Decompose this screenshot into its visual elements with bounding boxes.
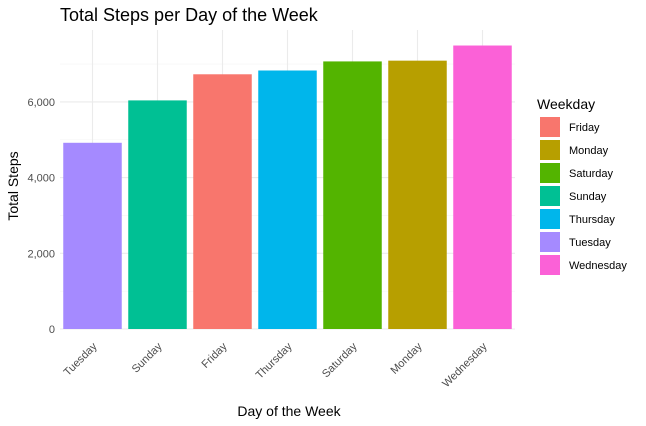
x-tick-label: Friday (200, 340, 230, 370)
legend-label: Thursday (569, 214, 615, 226)
chart-title: Total Steps per Day of the Week (60, 5, 319, 25)
legend-swatch-wednesday (540, 255, 560, 275)
legend-label: Tuesday (569, 237, 611, 249)
y-tick-label: 4,000 (27, 173, 55, 185)
legend-swatch-thursday (540, 209, 560, 229)
legend-label: Sunday (569, 191, 607, 203)
x-tick-label: Saturday (320, 340, 360, 380)
bar-friday (193, 74, 252, 329)
legend-swatch-sunday (540, 186, 560, 206)
x-axis-title: Day of the Week (237, 403, 341, 419)
legend-label: Friday (569, 122, 600, 134)
legend-swatch-tuesday (540, 232, 560, 252)
y-axis-title: Total Steps (5, 151, 21, 220)
y-tick-label: 6,000 (27, 97, 55, 109)
bar-wednesday (453, 45, 512, 329)
x-tick-label: Tuesday (62, 340, 100, 378)
bar-saturday (323, 61, 382, 329)
bar-monday (388, 60, 447, 330)
legend-swatch-saturday (540, 163, 560, 183)
y-tick-label: 2,000 (27, 248, 55, 260)
x-tick-label: Sunday (130, 340, 165, 375)
legend-swatch-monday (540, 140, 560, 160)
legend-label: Monday (569, 145, 609, 157)
legend-label: Saturday (569, 168, 614, 180)
bar-thursday (258, 70, 317, 329)
legend-swatch-friday (540, 117, 560, 137)
x-tick-label: Wednesday (440, 340, 490, 390)
legend: Weekday Friday Monday Saturday Sunday Thursd… (537, 96, 627, 275)
y-tick-label: 0 (49, 324, 55, 336)
bars (63, 45, 512, 330)
bar-sunday (128, 100, 187, 330)
legend-label: Wednesday (569, 260, 627, 272)
legend-title: Weekday (537, 96, 595, 112)
bar-tuesday (63, 142, 122, 329)
y-axis-ticks: 0 2,000 4,000 6,000 (27, 97, 55, 336)
x-axis-ticks: Tuesday Sunday Friday Thursday Saturday Monda… (62, 340, 490, 390)
x-tick-label: Thursday (254, 340, 295, 381)
x-tick-label: Monday (388, 340, 425, 377)
